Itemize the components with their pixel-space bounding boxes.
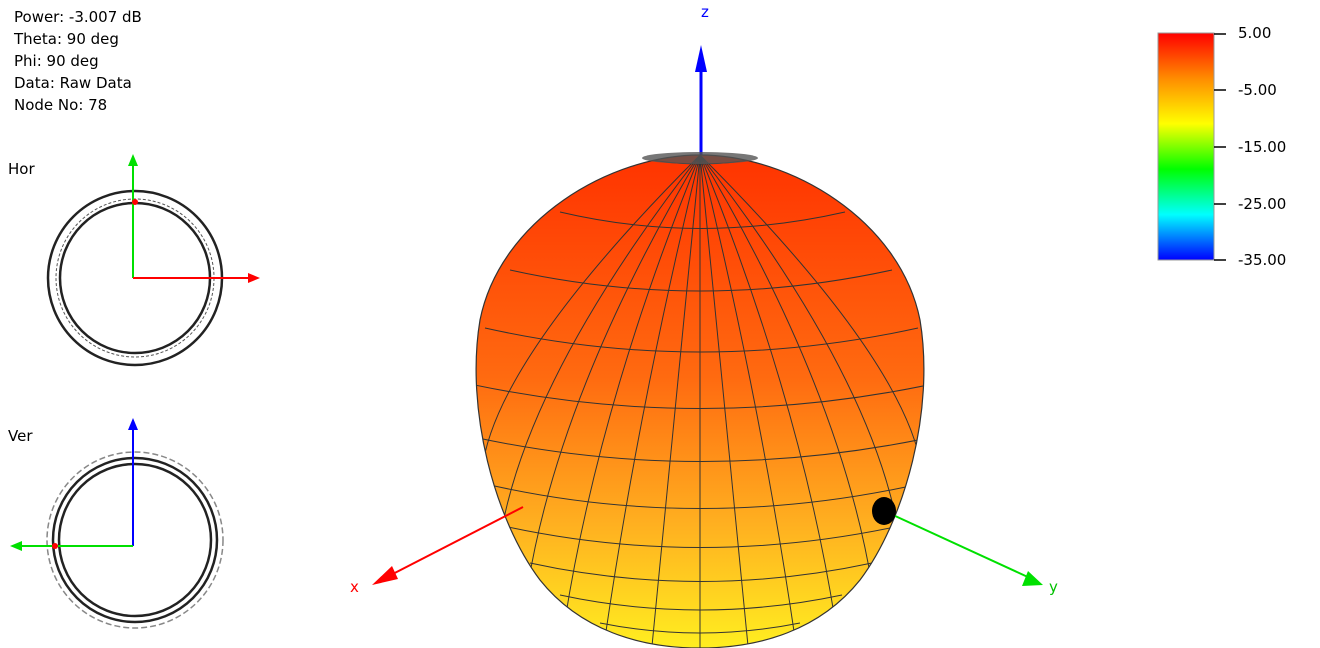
legend-color-bar (1157, 32, 1215, 261)
z-axis-label: z (701, 3, 709, 21)
vertical-pattern-view (10, 418, 224, 629)
radiation-pattern-3d[interactable] (372, 45, 1043, 648)
color-legend (1157, 32, 1226, 261)
legend-tick-label: -25.00 (1238, 195, 1287, 213)
info-panel: Power: -3.007 dB Theta: 90 deg Phi: 90 d… (14, 6, 142, 116)
horizontal-pattern-view (46, 154, 260, 367)
legend-tick-label: -35.00 (1238, 251, 1287, 269)
y-axis-line (892, 514, 1031, 579)
y-axis-label: y (1049, 578, 1058, 596)
legend-tick-label: -5.00 (1238, 81, 1277, 99)
vertical-view-label: Ver (8, 427, 33, 445)
legend-tick-label: -15.00 (1238, 138, 1287, 156)
ver-marker-dot (52, 543, 58, 549)
x-axis-label: x (350, 578, 359, 596)
selected-node-marker[interactable] (872, 497, 896, 525)
legend-tick-label: 5.00 (1238, 24, 1272, 42)
node-readout: Node No: 78 (14, 96, 108, 114)
phi-readout: Phi: 90 deg (14, 52, 99, 70)
theta-readout: Theta: 90 deg (14, 30, 119, 48)
power-readout: Power: -3.007 dB (14, 8, 142, 26)
data-readout: Data: Raw Data (14, 74, 132, 92)
hor-marker-dot (132, 199, 138, 205)
x-axis-line (384, 506, 524, 579)
horizontal-view-label: Hor (8, 160, 35, 178)
